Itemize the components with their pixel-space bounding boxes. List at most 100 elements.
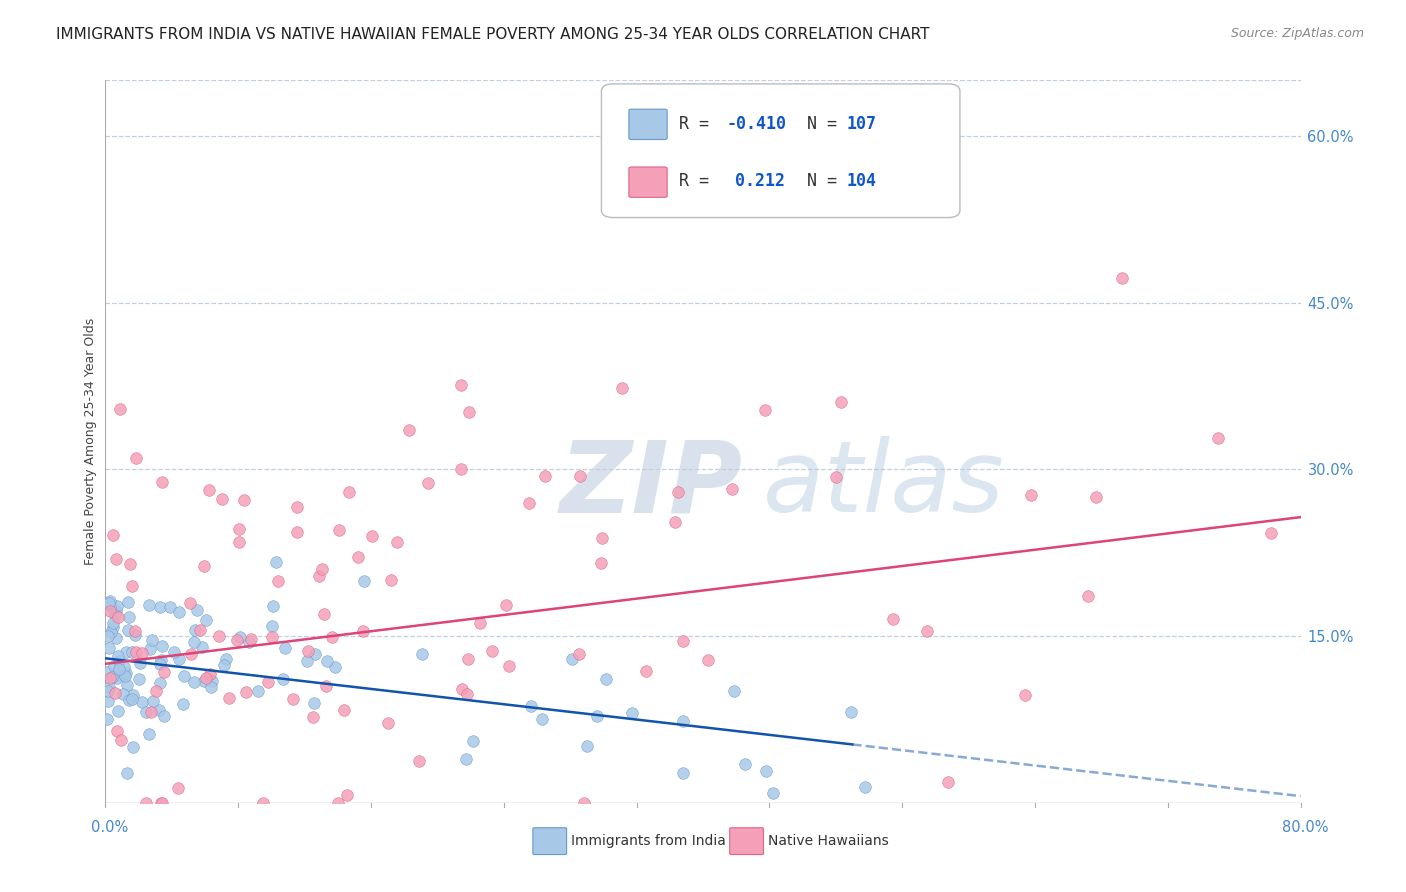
Point <box>107 705 129 719</box>
Point <box>138 598 160 612</box>
Point <box>183 635 205 649</box>
Point <box>108 402 131 417</box>
Point <box>302 696 325 710</box>
Point <box>304 647 326 661</box>
Point <box>183 675 205 690</box>
Point <box>274 640 297 655</box>
Point <box>315 680 337 694</box>
Point <box>105 671 128 685</box>
Point <box>167 780 190 795</box>
Point <box>451 682 474 697</box>
Point <box>135 705 157 719</box>
Point <box>104 632 127 646</box>
Point <box>141 633 163 648</box>
Point <box>346 549 368 564</box>
Point <box>353 574 375 588</box>
Point <box>853 780 876 794</box>
Point <box>267 574 290 588</box>
Point <box>139 641 162 656</box>
Text: ZIP: ZIP <box>560 436 742 533</box>
Point <box>98 671 121 685</box>
Point <box>163 645 186 659</box>
Point <box>167 605 190 619</box>
Text: R =: R = <box>679 172 730 190</box>
Point <box>252 796 274 810</box>
Point <box>575 739 598 754</box>
Point <box>456 752 478 766</box>
Text: -0.410: -0.410 <box>727 115 787 133</box>
Point <box>193 673 215 688</box>
Point <box>450 462 472 476</box>
Point <box>195 671 218 685</box>
Point <box>321 630 343 644</box>
Point <box>195 613 218 627</box>
Text: R =: R = <box>679 115 718 133</box>
Point <box>103 659 125 673</box>
Point <box>1260 525 1282 540</box>
Point <box>117 594 139 608</box>
Point <box>531 712 554 726</box>
Point <box>103 608 125 623</box>
Point <box>121 739 143 754</box>
Point <box>121 691 143 706</box>
Point <box>208 629 231 643</box>
Point <box>183 623 205 637</box>
Point <box>328 523 350 537</box>
Point <box>228 534 250 549</box>
Point <box>337 484 360 499</box>
Point <box>145 684 167 698</box>
Point <box>666 485 689 500</box>
Point <box>112 687 135 701</box>
Point <box>103 620 125 634</box>
Point <box>107 665 129 679</box>
Point <box>98 604 121 618</box>
Point <box>228 522 250 536</box>
Point <box>285 524 308 539</box>
Point <box>621 706 644 720</box>
Point <box>112 660 135 674</box>
Point <box>172 697 194 711</box>
Point <box>262 599 284 613</box>
Point <box>115 678 138 692</box>
Point <box>585 709 607 723</box>
FancyBboxPatch shape <box>602 84 960 218</box>
Point <box>830 395 852 409</box>
Point <box>519 698 541 713</box>
Point <box>260 619 283 633</box>
Point <box>118 692 141 706</box>
Point <box>115 665 138 680</box>
Point <box>98 596 121 610</box>
Text: IMMIGRANTS FROM INDIA VS NATIVE HAWAIIAN FEMALE POVERTY AMONG 25-34 YEAR OLDS CO: IMMIGRANTS FROM INDIA VS NATIVE HAWAIIAN… <box>56 27 929 42</box>
Point <box>180 647 202 661</box>
Point <box>218 690 240 705</box>
Point <box>481 643 503 657</box>
Point <box>235 685 257 699</box>
Point <box>264 556 287 570</box>
Point <box>411 647 433 661</box>
Point <box>97 693 120 707</box>
Point <box>312 607 335 621</box>
Point <box>495 598 517 612</box>
Point <box>167 652 190 666</box>
Point <box>238 635 260 649</box>
Point <box>595 672 617 686</box>
Point <box>463 734 485 748</box>
Point <box>149 675 172 690</box>
Point <box>468 616 491 631</box>
Point <box>150 639 173 653</box>
Point <box>1077 590 1099 604</box>
Point <box>457 652 479 666</box>
Text: N =: N = <box>787 172 846 190</box>
Point <box>98 640 121 655</box>
Point <box>108 668 131 682</box>
Point <box>131 695 153 709</box>
Point <box>198 483 221 497</box>
Point <box>159 600 181 615</box>
Point <box>107 610 129 624</box>
Point <box>100 624 122 639</box>
Point <box>149 657 172 672</box>
Point <box>385 535 408 549</box>
Point <box>193 559 215 574</box>
Point <box>232 492 254 507</box>
Point <box>672 634 695 648</box>
